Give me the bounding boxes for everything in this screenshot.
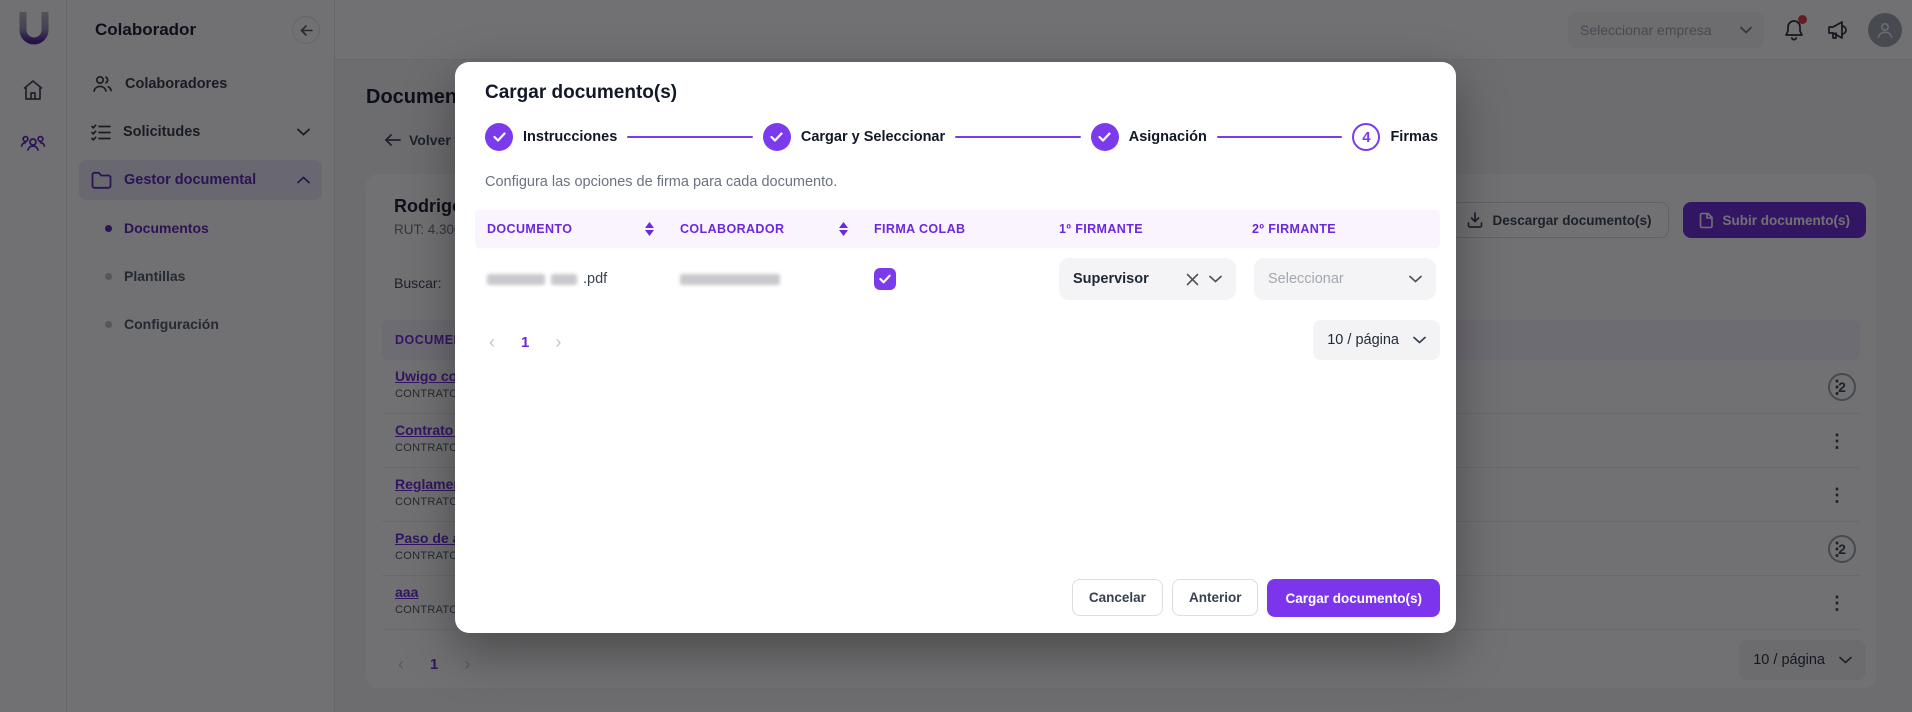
modal-footer: Cancelar Anterior Cargar documento(s): [1071, 579, 1440, 617]
step-label: Cargar y Seleccionar: [800, 129, 946, 145]
upload-documents-modal: Cargar documento(s) Instrucciones Cargar…: [455, 62, 1456, 633]
step-instrucciones[interactable]: Instrucciones: [485, 123, 617, 151]
step-asignacion[interactable]: Asignación: [1090, 123, 1207, 151]
step-label: Asignación: [1128, 129, 1207, 145]
firma-colab-checkbox[interactable]: [874, 268, 896, 290]
document-name-cell: .pdf: [475, 271, 668, 287]
submit-upload-button[interactable]: Cargar documento(s): [1267, 579, 1440, 617]
previous-button[interactable]: Anterior: [1171, 579, 1259, 616]
cancel-button[interactable]: Cancelar: [1071, 579, 1163, 616]
step-check-icon: [1090, 123, 1119, 151]
segundo-firmante-placeholder: Seleccionar: [1268, 271, 1344, 287]
chevron-down-icon: [1413, 336, 1426, 344]
modal-title: Cargar documento(s): [485, 82, 678, 103]
wizard-stepper: Instrucciones Cargar y Seleccionar Asign…: [485, 122, 1438, 152]
clear-icon[interactable]: [1186, 273, 1199, 286]
chevron-down-icon: [1409, 275, 1422, 283]
page-size-value: 10 / página: [1327, 332, 1399, 348]
column-primer-firmante: 1º FIRMANTE: [1059, 222, 1143, 236]
column-firma-colab: FIRMA COLAB: [874, 222, 966, 236]
step-number: 4: [1352, 123, 1381, 151]
redacted-document-name: [551, 273, 577, 285]
segundo-firmante-cell: Seleccionar: [1240, 258, 1440, 300]
modal-page-size-select[interactable]: 10 / página: [1313, 320, 1440, 360]
step-connector: [627, 136, 753, 138]
primer-firmante-value: Supervisor: [1073, 271, 1149, 287]
modal-pagination: ‹ 1 ›: [489, 332, 561, 353]
primer-firmante-cell: Supervisor: [1047, 258, 1240, 300]
document-extension: .pdf: [583, 271, 608, 287]
pagination-next-icon[interactable]: ›: [555, 332, 562, 352]
segundo-firmante-select[interactable]: Seleccionar: [1254, 258, 1436, 300]
sort-icon[interactable]: [645, 222, 654, 236]
step-firmas[interactable]: 4 Firmas: [1352, 123, 1438, 151]
modal-description: Configura las opciones de firma para cad…: [485, 174, 838, 190]
pagination-prev-icon[interactable]: ‹: [489, 332, 495, 352]
colaborador-cell: [668, 273, 862, 285]
step-check-icon: [485, 123, 513, 151]
column-colaborador: COLABORADOR: [668, 222, 862, 236]
primer-firmante-select[interactable]: Supervisor: [1059, 258, 1236, 300]
step-cargar-y-seleccionar[interactable]: Cargar y Seleccionar: [762, 123, 946, 151]
redacted-colaborador-name: [680, 273, 780, 285]
step-label: Instrucciones: [523, 129, 618, 145]
chevron-down-icon: [1209, 275, 1222, 283]
modal-table-header: DOCUMENTO COLABORADOR FIRMA COLAB 1º FIR…: [475, 210, 1440, 248]
redacted-document-name: [487, 273, 545, 285]
step-connector: [1216, 136, 1343, 138]
firma-colab-cell: [862, 268, 1047, 290]
column-segundo-firmante: 2º FIRMANTE: [1252, 222, 1336, 236]
step-label: Firmas: [1390, 129, 1439, 145]
step-connector: [955, 136, 1081, 138]
column-documento: DOCUMENTO: [475, 222, 668, 236]
sort-icon[interactable]: [839, 222, 848, 236]
pagination-page-1[interactable]: 1: [521, 334, 530, 351]
step-check-icon: [762, 123, 791, 151]
modal-table-row: .pdf Supervisor Seleccionar: [475, 248, 1440, 310]
